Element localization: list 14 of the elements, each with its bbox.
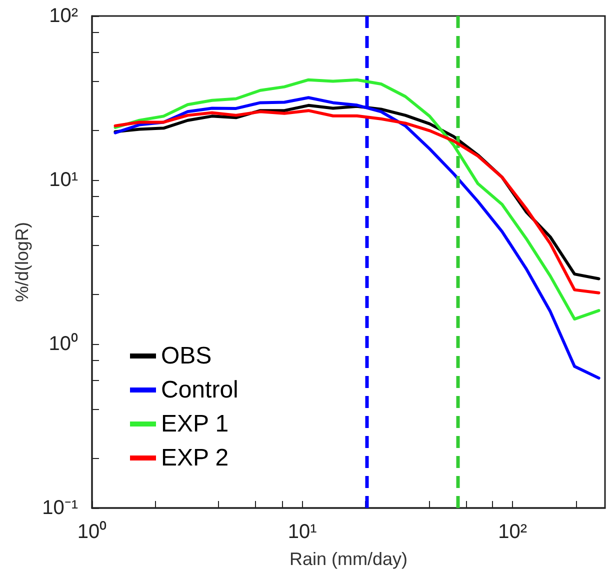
y-tick-label: 10² [49,5,78,27]
line-series [114,78,600,321]
legend-label: Control [161,376,238,404]
legend-label: OBS [161,342,212,370]
y-tick-label: 10⁰ [48,332,78,355]
legend-label: EXP 2 [161,444,229,472]
legend-label: EXP 1 [161,410,229,438]
y-axis-title: %/d(logR) [12,222,32,302]
x-tick-label: 10² [498,521,528,543]
y-tick-label: 10¹ [49,169,78,191]
x-tick-label: 10⁰ [77,520,107,543]
x-tick-label: 10¹ [288,521,318,543]
x-axis-title: Rain (mm/day) [289,549,408,569]
y-tick-label: 10⁻¹ [42,497,78,519]
